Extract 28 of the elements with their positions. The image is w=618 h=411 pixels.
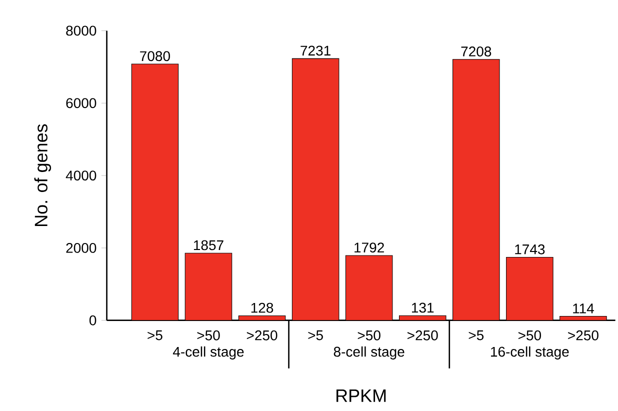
x-tick-label: >250 (568, 330, 598, 340)
x-tick-label: >50 (518, 330, 542, 340)
data-label: 7080 (140, 51, 170, 62)
data-label: 7231 (300, 46, 330, 56)
x-tick-label: >5 (468, 330, 484, 340)
x-tick-label: >250 (408, 330, 438, 340)
x-tick-label: >250 (246, 330, 278, 340)
y-axis-title: No. of genes (34, 124, 52, 226)
data-label: 131 (412, 302, 434, 313)
data-label: 1792 (354, 242, 384, 252)
x-tick-label: >5 (308, 330, 323, 340)
data-label: 1743 (515, 244, 545, 254)
text: 8-cell stage (334, 346, 404, 360)
text: 16-cell stage (491, 346, 569, 360)
data-label: 114 (573, 304, 594, 314)
x-tick-label: >5 (148, 330, 162, 340)
y-tick-label: 4000 (66, 170, 96, 180)
y-tick-label: 6000 (66, 98, 96, 108)
data-label: 7208 (461, 46, 492, 56)
x-axis-title: RPKM (336, 389, 386, 402)
data-label: 128 (251, 302, 274, 313)
x-tick-label: >50 (358, 330, 380, 340)
y-tick-label: 2000 (66, 242, 96, 253)
x-tick-label: >50 (197, 330, 220, 340)
y-tick-label: 8000 (66, 26, 96, 36)
data-label: 1857 (194, 240, 224, 250)
text: 4-cell stage (172, 346, 244, 360)
y-tick-label: 0 (89, 315, 96, 326)
